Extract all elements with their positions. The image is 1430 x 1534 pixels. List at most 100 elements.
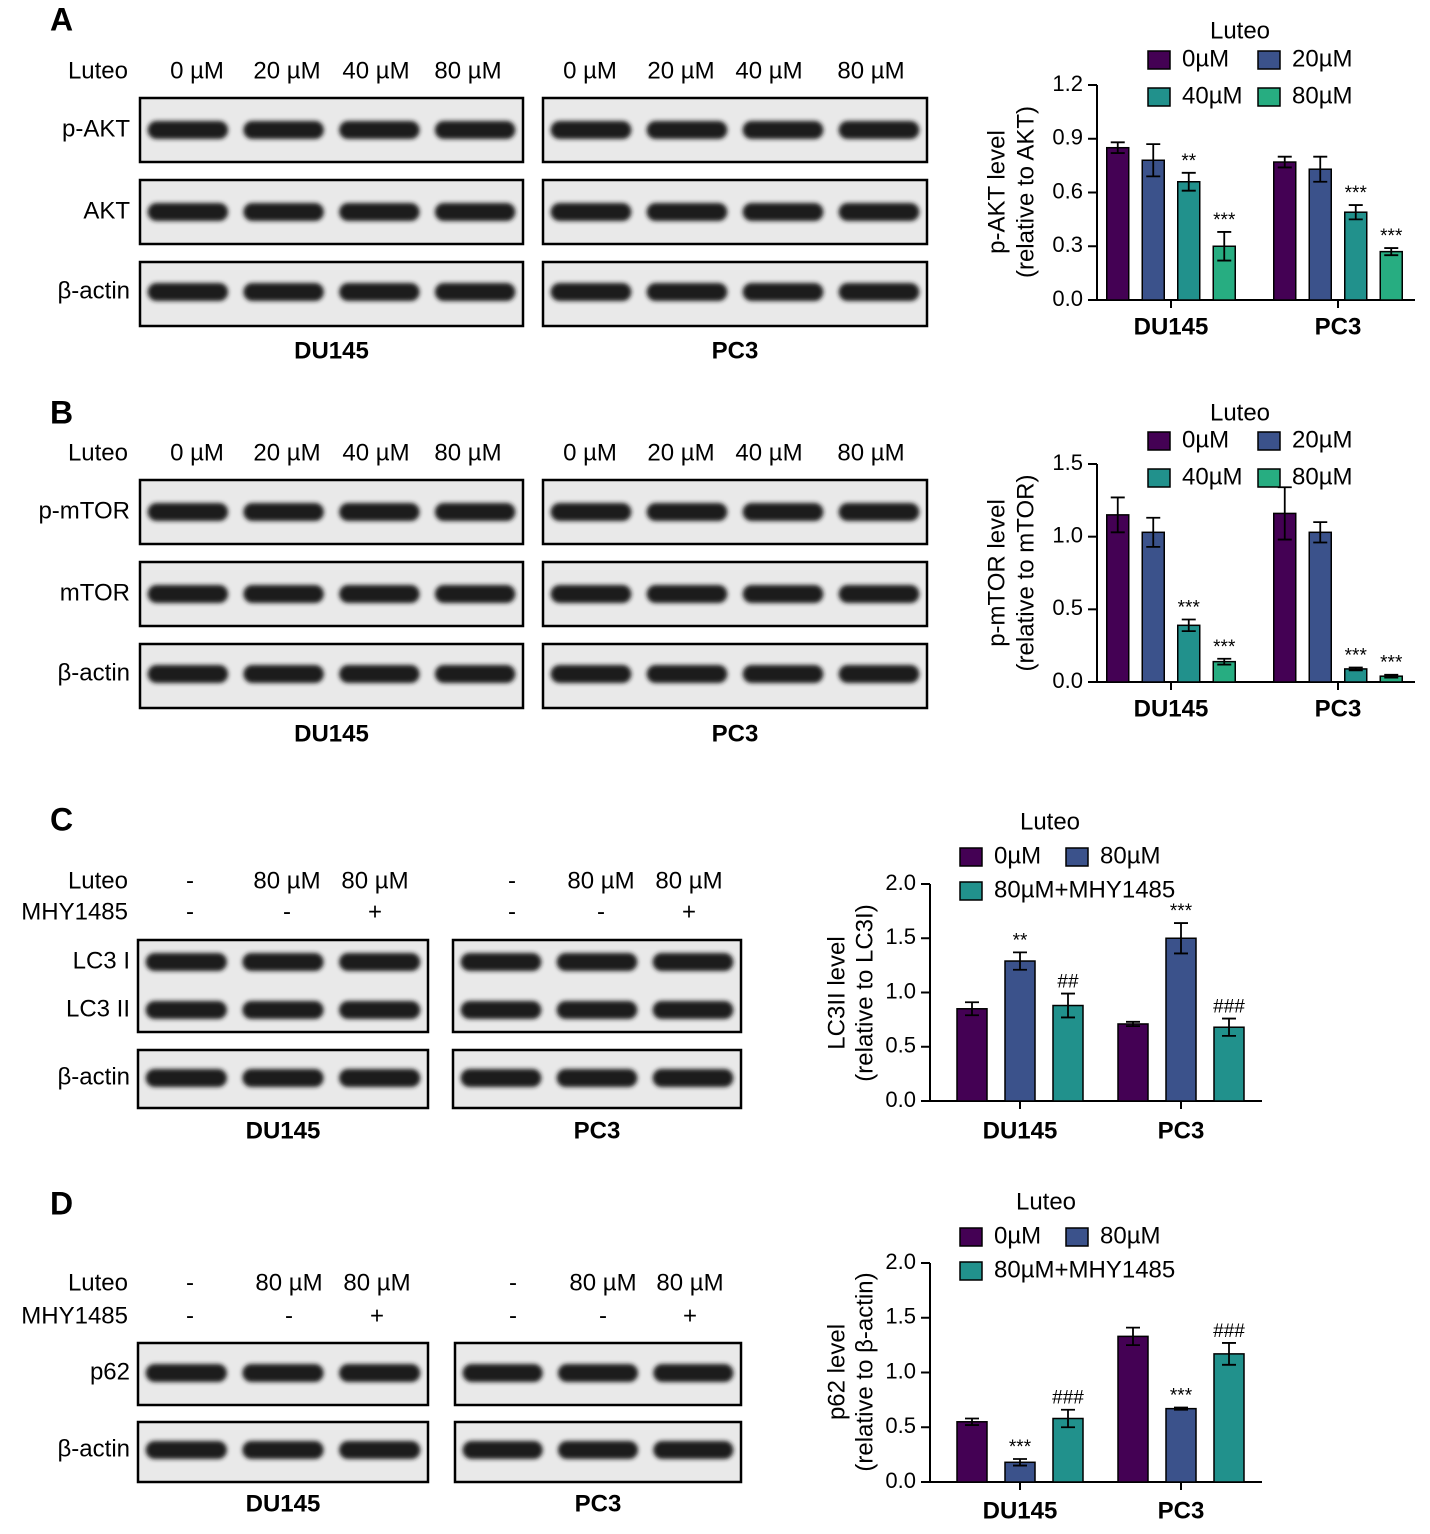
protein-label: mTOR <box>60 579 130 606</box>
lane-label: 80 µM <box>837 439 904 466</box>
cell-line-label: PC3 <box>575 1490 622 1517</box>
bar <box>1117 1023 1149 1102</box>
lane-label: 0 µM <box>170 57 224 84</box>
protein-label: p-AKT <box>62 115 130 142</box>
bar <box>1052 1004 1084 1102</box>
legend-swatch <box>1147 468 1171 488</box>
error-bar <box>1146 143 1161 178</box>
significance: *** <box>1380 653 1403 674</box>
lane-label: - <box>509 1269 517 1296</box>
band <box>434 665 516 683</box>
error-bar <box>1013 1458 1027 1467</box>
error-bar <box>1174 1406 1188 1411</box>
lane-label: + <box>683 1302 697 1329</box>
bar <box>1141 159 1165 301</box>
lane-label: - <box>283 898 291 925</box>
band <box>838 503 920 521</box>
band <box>147 121 229 139</box>
error-bar <box>1222 1342 1236 1366</box>
treatment-label: Luteo <box>68 1269 128 1296</box>
y-axis-label: p-AKT level <box>983 130 1010 254</box>
band <box>838 665 920 683</box>
band <box>742 203 824 221</box>
significance: ** <box>1181 151 1196 172</box>
legend-label: 0µM <box>994 842 1041 869</box>
x-tick-label: DU145 <box>1134 313 1209 340</box>
y-axis-label: (relative to β-actin) <box>851 1272 878 1471</box>
lane-label: - <box>597 898 605 925</box>
y-axis-label: p62 level <box>823 1324 850 1420</box>
bar <box>1177 181 1201 301</box>
y-tick-label: 2.0 <box>885 870 916 895</box>
bar <box>1165 937 1197 1102</box>
band <box>652 1069 734 1087</box>
band <box>556 953 638 971</box>
band <box>145 1069 227 1087</box>
band <box>242 1364 324 1382</box>
bar <box>1379 250 1403 301</box>
band <box>339 203 420 221</box>
legend-title: Luteo <box>1210 17 1270 44</box>
band <box>434 503 516 521</box>
band <box>242 1069 324 1087</box>
legend-label: 40µM <box>1182 82 1243 109</box>
significance: *** <box>1170 901 1193 922</box>
lane-label: 20 µM <box>253 57 320 84</box>
protein-label: β-actin <box>58 659 131 686</box>
lane-label: 80 µM <box>656 1269 723 1296</box>
lane-label: 20 µM <box>647 57 714 84</box>
band <box>339 1364 421 1382</box>
error-bar <box>1222 1017 1236 1037</box>
band <box>646 503 728 521</box>
lane-label: 80 µM <box>434 439 501 466</box>
legend-title: Luteo <box>1020 808 1080 835</box>
y-axis-label: (relative to LC3I) <box>851 904 878 1081</box>
band <box>242 953 324 971</box>
x-tick-label: PC3 <box>1158 1497 1205 1524</box>
error-bar <box>1181 618 1196 633</box>
band <box>339 953 421 971</box>
bar <box>1165 1407 1197 1483</box>
error-bar <box>1146 516 1161 548</box>
treatment-label: Luteo <box>68 867 128 894</box>
significance: *** <box>1178 598 1201 619</box>
legend-swatch <box>1257 50 1281 70</box>
band <box>550 665 632 683</box>
error-bar <box>1174 922 1188 955</box>
significance: ** <box>1013 930 1028 951</box>
significance: ### <box>1213 1321 1245 1342</box>
band <box>145 953 227 971</box>
y-tick-label: 1.0 <box>1052 522 1083 547</box>
bar <box>1106 514 1130 683</box>
panel-letter: D <box>50 1185 73 1221</box>
error-bar <box>1013 951 1027 971</box>
panel-letter: B <box>50 394 73 430</box>
error-bar <box>1061 1408 1075 1429</box>
protein-label: LC3 I <box>73 947 130 974</box>
band <box>460 1069 542 1087</box>
significance: *** <box>1345 183 1368 204</box>
band <box>147 585 229 603</box>
band <box>556 1069 638 1087</box>
band <box>550 283 632 301</box>
band <box>646 665 728 683</box>
legend-swatch <box>1065 1227 1089 1247</box>
error-bar <box>1126 1020 1140 1028</box>
significance: ### <box>1052 1388 1084 1409</box>
band <box>462 1364 543 1382</box>
y-tick-label: 0.5 <box>885 1033 916 1058</box>
treatment-label: Luteo <box>68 439 128 466</box>
band <box>460 1001 542 1019</box>
legend-label: 20µM <box>1292 45 1353 72</box>
band <box>434 283 516 301</box>
treatment-label: Luteo <box>68 57 128 84</box>
x-tick-label: DU145 <box>983 1497 1058 1524</box>
y-tick-label: 1.5 <box>885 924 916 949</box>
lane-label: - <box>186 898 194 925</box>
panel-letter: C <box>50 801 73 837</box>
band <box>242 1441 324 1459</box>
band <box>550 121 632 139</box>
significance: *** <box>1009 1437 1032 1458</box>
lane-label: 80 µM <box>569 1269 636 1296</box>
legend-swatch <box>1257 87 1281 107</box>
